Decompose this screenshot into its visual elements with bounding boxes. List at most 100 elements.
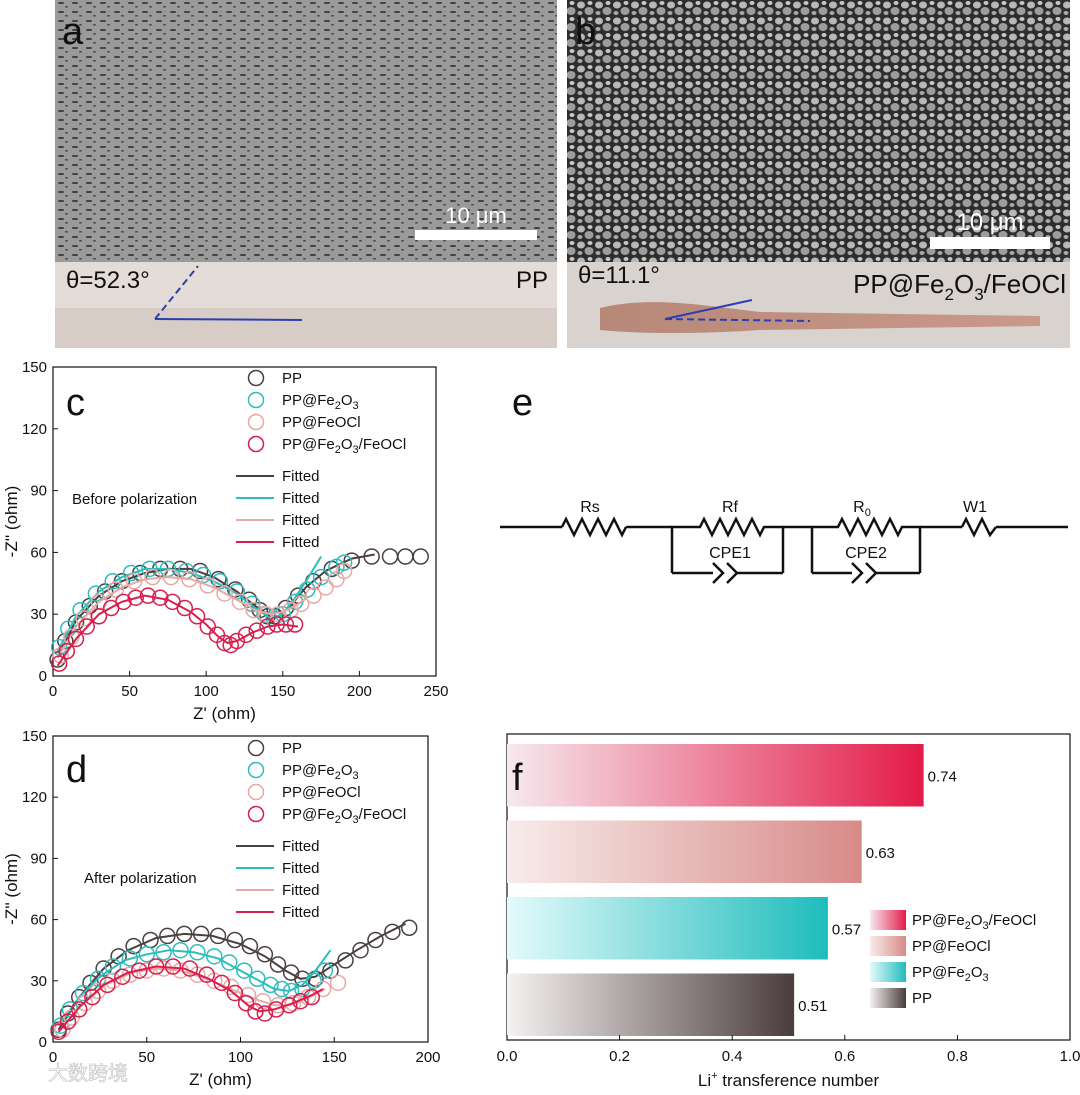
data-point-feocl — [292, 595, 310, 613]
data-point-comp — [78, 618, 95, 635]
data-point-comp — [248, 622, 266, 639]
resistor-rf — [670, 516, 785, 573]
label-rs: Rs — [580, 499, 600, 516]
data-point-comp — [114, 968, 131, 985]
legend-fit-label: Fitted — [282, 838, 320, 855]
data-point-comp — [199, 618, 216, 635]
resistor-rs — [560, 516, 628, 538]
data-point-fe2o3 — [221, 954, 238, 971]
data-point-comp — [286, 616, 304, 633]
bar-fe2o3 — [507, 897, 828, 960]
data-point-pp — [191, 562, 209, 580]
data-point-pp — [337, 952, 354, 969]
data-point-pp — [367, 931, 384, 949]
data-point-comp — [226, 984, 244, 1002]
resistor-r0 — [810, 516, 922, 573]
legend-label-feocl: PP@FeOCl — [912, 938, 991, 955]
legend-marker-pp — [247, 739, 265, 757]
x-tick-label: 0 — [49, 683, 57, 700]
sem-image-composite — [567, 0, 1070, 262]
data-point-pp — [412, 548, 429, 565]
data-point-pp — [209, 927, 227, 945]
label-cpe2: CPE2 — [845, 545, 887, 562]
data-point-comp — [131, 962, 148, 979]
x-tick-label: 100 — [194, 683, 219, 700]
bar-value-label: 0.74 — [928, 768, 957, 785]
panel-a: a 10 μm θ=52.3° PP — [55, 0, 557, 348]
fit-line-pp — [57, 922, 406, 1031]
data-point-pp — [401, 919, 418, 937]
panel-letter-a: a — [62, 11, 84, 53]
data-point-comp — [259, 618, 276, 635]
data-point-pp — [226, 931, 244, 949]
data-point-fe2o3 — [262, 976, 279, 994]
legend-marker-feocl — [247, 413, 265, 431]
data-point-fe2o3 — [211, 572, 229, 590]
plot-frame — [506, 733, 1071, 1041]
data-point-fe2o3 — [305, 972, 322, 990]
data-point-fe2o3 — [189, 943, 206, 961]
contact-angle-label: θ=11.1° — [578, 262, 660, 289]
legend-fit-label: Fitted — [282, 904, 320, 921]
data-point-pp — [269, 956, 287, 973]
panel-letter-e: e — [512, 382, 533, 424]
y-tick-label: 150 — [22, 728, 47, 745]
data-point-pp — [384, 923, 401, 941]
data-point-comp — [59, 1013, 77, 1030]
x-tick-label: 0 — [49, 1049, 57, 1066]
data-point-comp — [256, 1005, 274, 1022]
data-point-comp — [67, 630, 85, 648]
data-point-comp — [99, 976, 116, 994]
data-point-feocl — [199, 577, 216, 594]
legend-marker-comp — [247, 435, 265, 453]
scale-bar — [930, 237, 1050, 249]
fit-line-comp — [57, 965, 324, 1033]
scale-bar — [415, 230, 537, 240]
label-rf: Rf — [722, 499, 739, 516]
data-point-comp — [181, 960, 199, 977]
data-point-feocl — [54, 1021, 71, 1039]
data-point-pp — [381, 548, 399, 565]
data-point-fe2o3 — [138, 946, 155, 963]
data-point-comp — [198, 966, 215, 983]
nyquist-plot-after: 0 50 100 150 200 0 30 60 90 120 150 Z' (ohm) -Z'' (o… — [2, 728, 441, 1089]
data-point-comp — [50, 655, 68, 672]
transference-bar-chart: 0.74 0.63 0.57 0.51 0.0 0.2 0.4 0.6 0.8 1.0 Li+ tr… — [497, 733, 1080, 1090]
data-point-feocl — [181, 570, 198, 588]
tangent-line — [664, 299, 753, 320]
x-tick-label: 1.0 — [1060, 1048, 1080, 1065]
data-point-fe2o3 — [155, 943, 172, 961]
data-point-feocl — [162, 568, 180, 586]
x-tick-label: 0.6 — [834, 1048, 855, 1065]
condition-note: Before polarization — [72, 491, 197, 508]
legend-label-feocl: PP@FeOCl — [282, 414, 361, 431]
legend-label-comp: PP@Fe2O3/FeOCl — [282, 806, 406, 826]
data-point-comp — [50, 1023, 67, 1041]
plot-frame — [52, 366, 437, 677]
x-axis-title: Li+ transference number — [698, 1070, 880, 1090]
data-point-comp — [277, 616, 295, 633]
y-tick-label: 120 — [22, 421, 47, 438]
legend-label-comp: PP@Fe2O3/FeOCl — [912, 912, 1036, 932]
data-point-comp — [237, 994, 255, 1012]
panel-d: 0 50 100 150 200 0 30 60 90 120 150 Z' (ohm) -Z'' (o… — [2, 728, 441, 1089]
bar-value-label: 0.57 — [832, 921, 861, 938]
data-point-feocl — [104, 972, 122, 990]
legend-swatch-comp — [870, 910, 906, 930]
panel-letter-d: d — [66, 749, 87, 791]
y-axis-title: -Z'' (ohm) — [2, 486, 21, 558]
data-point-pp — [256, 946, 274, 963]
scale-bar-label: 10 μm — [445, 203, 507, 228]
data-point-fe2o3 — [335, 554, 353, 571]
bar-value-label: 0.51 — [798, 998, 827, 1015]
y-tick-label: 0 — [39, 668, 47, 685]
data-point-feocl — [231, 593, 249, 611]
legend-label-comp: PP@Fe2O3/FeOCl — [282, 436, 406, 456]
warburg-w1 — [960, 516, 997, 538]
bar-feocl — [507, 820, 862, 883]
data-point-fe2o3 — [121, 950, 139, 967]
data-point-feocl — [245, 601, 262, 619]
data-point-pp — [192, 925, 210, 943]
legend-fit-label: Fitted — [282, 490, 320, 507]
